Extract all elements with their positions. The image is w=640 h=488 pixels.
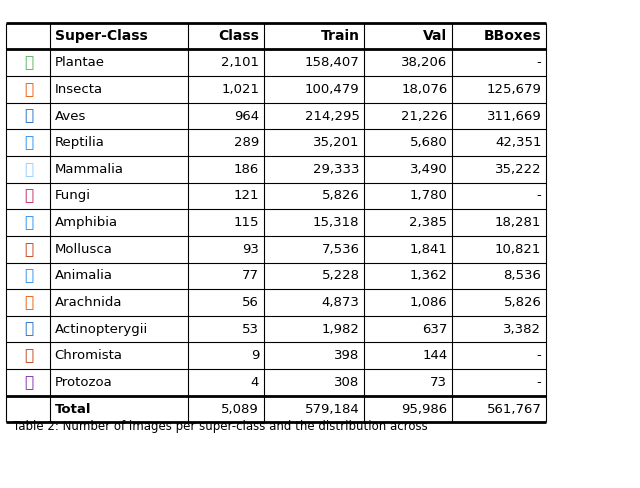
Text: 4: 4 — [251, 376, 259, 389]
Text: Insecta: Insecta — [54, 83, 103, 96]
Text: 5,826: 5,826 — [504, 296, 541, 309]
Text: 3,382: 3,382 — [504, 323, 541, 336]
Text: Train: Train — [321, 29, 360, 43]
Text: 🐝: 🐝 — [24, 82, 33, 97]
Text: 5,826: 5,826 — [322, 189, 360, 203]
Text: Chromista: Chromista — [54, 349, 123, 362]
Text: 1,021: 1,021 — [221, 83, 259, 96]
Text: 18,281: 18,281 — [495, 216, 541, 229]
Text: 56: 56 — [243, 296, 259, 309]
Text: 10,821: 10,821 — [495, 243, 541, 256]
Text: 121: 121 — [234, 189, 259, 203]
Text: 🌟: 🌟 — [24, 375, 33, 390]
Text: 🦎: 🦎 — [24, 135, 33, 150]
Text: 125,679: 125,679 — [486, 83, 541, 96]
Text: Animalia: Animalia — [54, 269, 113, 283]
Text: Mollusca: Mollusca — [54, 243, 113, 256]
Text: Aves: Aves — [54, 109, 86, 122]
Text: 🍃: 🍃 — [24, 55, 33, 70]
Text: 18,076: 18,076 — [401, 83, 447, 96]
Text: 🐌: 🐌 — [24, 242, 33, 257]
Text: 186: 186 — [234, 163, 259, 176]
Text: 38,206: 38,206 — [401, 56, 447, 69]
Text: 35,222: 35,222 — [495, 163, 541, 176]
Text: 398: 398 — [334, 349, 360, 362]
Text: 42,351: 42,351 — [495, 136, 541, 149]
Text: 🐸: 🐸 — [24, 215, 33, 230]
Text: Table 2: Number of images per super-class and the distribution across: Table 2: Number of images per super-clas… — [13, 420, 428, 433]
Text: 1,841: 1,841 — [410, 243, 447, 256]
Text: Protozoa: Protozoa — [54, 376, 113, 389]
Text: -: - — [537, 189, 541, 203]
Text: Fungi: Fungi — [54, 189, 91, 203]
Text: 2,101: 2,101 — [221, 56, 259, 69]
Text: 115: 115 — [234, 216, 259, 229]
Text: 308: 308 — [334, 376, 360, 389]
Text: 1,780: 1,780 — [410, 189, 447, 203]
Text: 🐟: 🐟 — [24, 268, 33, 284]
Text: Mammalia: Mammalia — [54, 163, 124, 176]
Text: -: - — [537, 56, 541, 69]
Text: Reptilia: Reptilia — [54, 136, 104, 149]
Text: Total: Total — [54, 403, 91, 416]
Text: 8,536: 8,536 — [504, 269, 541, 283]
Text: 144: 144 — [422, 349, 447, 362]
Text: 1,086: 1,086 — [410, 296, 447, 309]
Text: -: - — [537, 349, 541, 362]
Text: 214,295: 214,295 — [305, 109, 360, 122]
Text: 🐦: 🐦 — [24, 108, 33, 123]
Text: 9: 9 — [251, 349, 259, 362]
Text: 7,536: 7,536 — [321, 243, 360, 256]
Text: 35,201: 35,201 — [313, 136, 360, 149]
Text: 🐿: 🐿 — [24, 162, 33, 177]
Text: 🍄: 🍄 — [24, 188, 33, 203]
Text: Val: Val — [423, 29, 447, 43]
Text: 🐟: 🐟 — [24, 322, 33, 337]
Text: 5,680: 5,680 — [410, 136, 447, 149]
Text: 77: 77 — [242, 269, 259, 283]
Text: 5,228: 5,228 — [321, 269, 360, 283]
Text: 95,986: 95,986 — [401, 403, 447, 416]
Text: 73: 73 — [430, 376, 447, 389]
Text: Arachnida: Arachnida — [54, 296, 122, 309]
Text: 4,873: 4,873 — [322, 296, 360, 309]
Text: 1,982: 1,982 — [322, 323, 360, 336]
Text: 3,490: 3,490 — [410, 163, 447, 176]
Text: 53: 53 — [242, 323, 259, 336]
Text: 579,184: 579,184 — [305, 403, 360, 416]
Text: 158,407: 158,407 — [305, 56, 360, 69]
Text: 561,767: 561,767 — [486, 403, 541, 416]
Text: Class: Class — [218, 29, 259, 43]
Text: 5,089: 5,089 — [221, 403, 259, 416]
Text: 🕷: 🕷 — [24, 295, 33, 310]
Text: Plantae: Plantae — [54, 56, 105, 69]
Text: Actinopterygii: Actinopterygii — [54, 323, 148, 336]
Text: Amphibia: Amphibia — [54, 216, 118, 229]
Text: 2,385: 2,385 — [410, 216, 447, 229]
Text: 311,669: 311,669 — [486, 109, 541, 122]
Text: 🐌: 🐌 — [24, 348, 33, 363]
Text: 964: 964 — [234, 109, 259, 122]
Text: BBoxes: BBoxes — [484, 29, 541, 43]
Text: 29,333: 29,333 — [313, 163, 360, 176]
Text: 289: 289 — [234, 136, 259, 149]
Text: 100,479: 100,479 — [305, 83, 360, 96]
Text: 93: 93 — [243, 243, 259, 256]
Text: -: - — [537, 376, 541, 389]
Text: 1,362: 1,362 — [410, 269, 447, 283]
Text: 637: 637 — [422, 323, 447, 336]
Text: 15,318: 15,318 — [313, 216, 360, 229]
Text: Super-Class: Super-Class — [54, 29, 147, 43]
Text: 21,226: 21,226 — [401, 109, 447, 122]
